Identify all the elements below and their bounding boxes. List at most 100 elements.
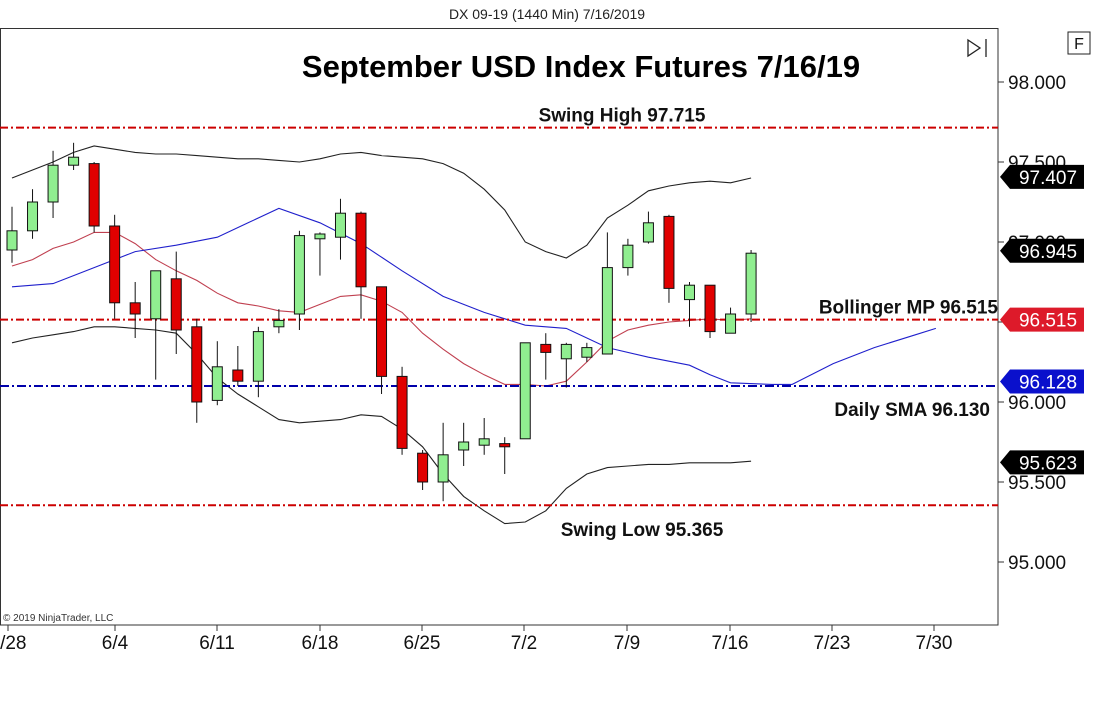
candle-body — [355, 212, 367, 288]
candle-body — [314, 233, 326, 240]
candle — [622, 238, 634, 276]
candle — [745, 250, 757, 322]
price-tag-label: 96.515 — [1019, 311, 1077, 332]
price-tag-label: 96.945 — [1019, 242, 1077, 263]
x-tick-label: 6/4 — [102, 633, 129, 654]
candle-body — [88, 163, 100, 227]
price-tag: 96.128 — [1000, 369, 1084, 394]
candle — [642, 211, 654, 244]
daily-sma-line — [11, 207, 937, 385]
candlestick-series — [6, 142, 757, 502]
chart-title: September USD Index Futures 7/16/19 — [302, 49, 860, 84]
candle-body — [27, 201, 39, 232]
candle — [6, 206, 18, 263]
candle — [170, 251, 182, 354]
candle-body — [725, 313, 737, 334]
x-tick-label: 7/30 — [916, 633, 953, 654]
y-tick-label: 98.000 — [1008, 73, 1066, 94]
y-tick-label: 96.000 — [1008, 393, 1066, 414]
x-tick-label: 7/23 — [814, 633, 851, 654]
price-tag-label: 96.128 — [1019, 373, 1077, 394]
candle — [88, 162, 100, 233]
copyright-text: © 2019 NinjaTrader, LLC — [3, 613, 113, 624]
candle — [437, 422, 449, 502]
candle — [129, 282, 141, 338]
candle — [314, 232, 326, 276]
x-tick-label: 6/11 — [199, 633, 235, 654]
candle — [252, 326, 264, 398]
candle-body — [540, 343, 552, 353]
candle-body — [109, 225, 121, 304]
price-tag-shape — [1000, 164, 1084, 189]
candle-body — [150, 270, 162, 320]
x-tick-label: 5/28 — [0, 633, 26, 654]
candle-body — [211, 366, 223, 401]
candle — [560, 342, 572, 388]
candle-body — [622, 244, 634, 269]
candle — [47, 150, 59, 218]
candle — [355, 211, 367, 319]
candle — [478, 418, 490, 455]
price-tag: 95.623 — [1000, 450, 1084, 475]
candle — [683, 282, 695, 327]
candle-body — [704, 284, 716, 333]
candle — [499, 437, 511, 474]
level-label: Bollinger MP 96.515 — [819, 298, 999, 319]
candle-body — [252, 331, 264, 382]
candle-body — [191, 326, 203, 403]
candle — [211, 341, 223, 406]
price-tag-label: 95.623 — [1019, 453, 1077, 474]
candle — [519, 342, 531, 440]
candle-body — [273, 319, 285, 328]
candle — [725, 307, 737, 334]
candle-body — [396, 375, 408, 449]
candle — [293, 230, 305, 330]
candle-body — [663, 215, 675, 289]
candle-body — [560, 343, 572, 360]
plot-area — [0, 28, 999, 626]
candle-body — [478, 438, 490, 446]
candle — [396, 366, 408, 455]
price-tag-shape — [1000, 307, 1084, 332]
candle — [417, 450, 429, 490]
candle — [458, 422, 470, 466]
candle-body — [458, 441, 470, 451]
candle-body — [47, 164, 59, 203]
x-tick-label: 6/25 — [404, 633, 441, 654]
candle-body — [601, 267, 613, 355]
level-label: Swing High 97.715 — [539, 106, 706, 127]
candle-body — [581, 347, 593, 358]
level-label: Daily SMA 96.130 — [834, 400, 990, 421]
candle-body — [683, 284, 695, 301]
x-axis: 5/28 6/4 6/11 6/18 6/25 7/2 7/9 7/16 7/23 7/30 — [0, 625, 952, 654]
candle — [540, 333, 552, 380]
candle-body — [417, 452, 429, 483]
price-tag: 96.945 — [1000, 238, 1084, 263]
candle — [601, 232, 613, 355]
candle-body — [519, 342, 531, 440]
x-tick-label: 7/16 — [712, 633, 749, 654]
candle — [150, 270, 162, 380]
price-tag-label: 97.407 — [1019, 168, 1077, 189]
x-tick-label: 6/18 — [302, 633, 339, 654]
price-tag: 97.407 — [1000, 164, 1084, 189]
candle — [68, 142, 80, 170]
candle-body — [376, 286, 388, 377]
candle-body — [232, 369, 244, 382]
upper-bollinger-band — [11, 145, 752, 259]
candle-body — [499, 443, 511, 448]
candle — [581, 342, 593, 362]
candle — [232, 346, 244, 386]
scroll-end-icon[interactable] — [967, 38, 987, 58]
candle — [27, 189, 39, 239]
x-tick-label: 7/9 — [614, 633, 640, 654]
price-tag-shape — [1000, 238, 1084, 263]
candle-body — [170, 278, 182, 331]
candle-body — [745, 252, 757, 315]
candle-body — [6, 230, 18, 251]
f-button[interactable]: F — [1067, 31, 1091, 55]
candle — [663, 214, 675, 303]
price-tags: 97.407 96.945 96.515 96.128 95.623 — [1000, 164, 1084, 475]
candle — [191, 318, 203, 423]
